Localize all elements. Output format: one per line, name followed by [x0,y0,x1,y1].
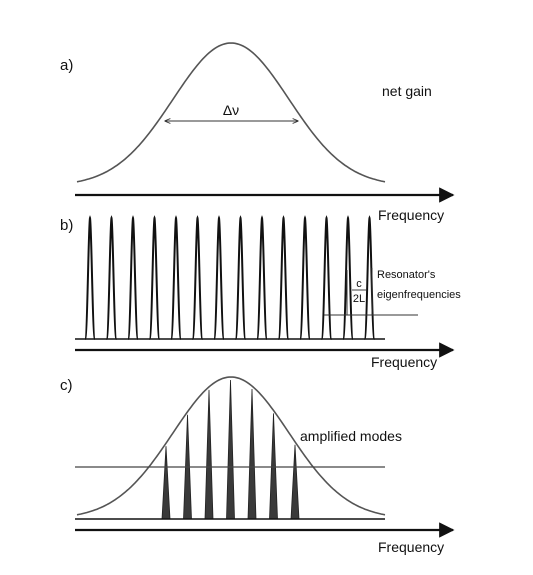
panel-a-label: a) [60,57,73,74]
resonator-mode-peak [84,215,96,340]
resonator-mode-peak [191,215,204,340]
net-gain-label: net gain [382,83,432,99]
resonator-mode-peak [342,215,354,340]
amplified-mode-peak [226,379,235,520]
resonator-mode-peak [213,215,225,340]
frequency-label-b: Frequency [371,354,437,370]
resonator-mode-peak [148,215,161,340]
panel-b: b) c 2L Resonator's eigenfrequencies Fre… [60,215,461,370]
panel-c: c) amplified modes Frequency [60,376,455,555]
amplified-mode-peak [269,413,278,520]
amplified-mode-peak [247,388,257,520]
resonator-mode-peak [256,215,268,340]
frequency-label-a: Frequency [378,207,444,223]
gain-envelope-curve [76,376,386,516]
resonator-mode-peak [234,215,247,340]
resonator-mode-peak [299,215,311,340]
amplified-mode-peak [161,446,171,520]
frequency-label-c: Frequency [378,539,444,555]
resonator-mode-peak [320,215,333,340]
resonator-modes [84,215,376,340]
resonator-mode-peak [363,215,376,340]
net-gain-curve [76,42,386,183]
spacing-numerator: c [356,278,362,290]
panel-a: a) Δν net gain Frequency [60,42,455,223]
amplified-modes-spikes [161,379,300,520]
amplified-mode-peak [290,444,300,520]
amplified-mode-peak [204,389,214,520]
panel-b-label: b) [60,217,73,234]
resonator-annotation-line2: eigenfrequencies [377,289,461,301]
bandwidth-label: Δν [223,102,239,118]
resonator-mode-peak [105,215,118,340]
amplified-modes-label: amplified modes [300,428,402,444]
spacing-denominator: 2L [353,293,365,305]
resonator-mode-peak [277,215,290,340]
resonator-mode-peak [170,215,182,340]
resonator-mode-peak [127,215,139,340]
resonator-annotation-line1: Resonator's [377,269,436,281]
panel-c-label: c) [60,377,73,394]
